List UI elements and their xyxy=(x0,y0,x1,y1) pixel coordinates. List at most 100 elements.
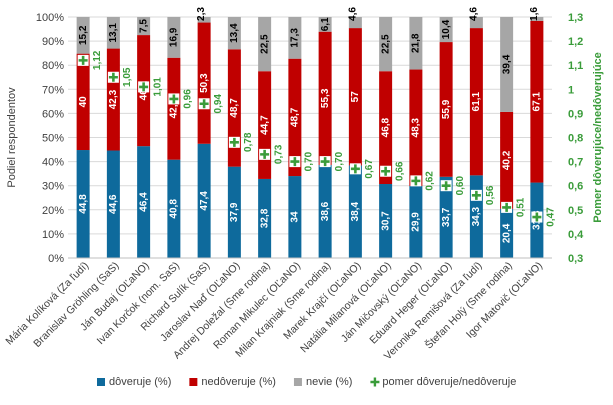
bar-data-label: 37,9 xyxy=(229,202,240,222)
bar-segment xyxy=(409,185,423,258)
plus-icon xyxy=(290,157,300,167)
legend-label: dôveruje (%) xyxy=(109,376,171,388)
ratio-marker xyxy=(501,201,513,213)
ratio-data-label: 0,70 xyxy=(304,151,315,171)
bar-data-label: 48,7 xyxy=(229,98,240,118)
bar-segment xyxy=(258,178,272,258)
bar-data-label: 6,1 xyxy=(320,17,331,31)
plus-icon xyxy=(169,94,179,104)
y2-tick-label: 1 xyxy=(568,84,574,96)
bar-data-label: 4,6 xyxy=(468,7,479,21)
ratio-data-label: 0,94 xyxy=(213,94,224,114)
ratio-data-label: 1,05 xyxy=(122,67,133,87)
plus-icon xyxy=(381,166,391,176)
ratio-marker xyxy=(349,163,361,175)
bar-data-label: 46,8 xyxy=(380,117,391,137)
plus-icon xyxy=(139,82,149,92)
y-axis-title: Podiel respondentov xyxy=(6,87,18,188)
y-tick-label: 80% xyxy=(42,60,64,72)
ratio-marker xyxy=(259,148,271,160)
bar-data-label: 61,1 xyxy=(471,92,482,112)
ratio-marker xyxy=(380,165,392,177)
plus-icon xyxy=(260,149,270,159)
bar-segment xyxy=(469,28,483,176)
bar-segment xyxy=(288,176,302,258)
legend-swatch xyxy=(97,378,105,386)
ratio-data-label: 0,62 xyxy=(425,171,436,191)
ratio-data-label: 0,78 xyxy=(243,132,254,152)
ratio-data-label: 1,01 xyxy=(152,77,163,97)
plus-icon xyxy=(78,55,88,65)
bar-segment xyxy=(76,150,90,258)
plus-icon xyxy=(229,137,239,147)
legend-item: nevie (%) xyxy=(293,376,352,388)
bar-segment xyxy=(106,17,120,49)
bar-segment xyxy=(106,150,120,258)
ratio-data-label: 1,12 xyxy=(92,50,103,70)
bar-data-label: 2,3 xyxy=(196,7,207,21)
bar-data-label: 22,5 xyxy=(259,34,270,54)
bar-segment xyxy=(348,28,362,166)
legend-label: pomer dôveruje/nedôveruje xyxy=(382,376,516,388)
bar-segment xyxy=(318,17,332,32)
bar-data-label: 17,3 xyxy=(290,28,301,48)
y-tick-label: 0% xyxy=(48,253,64,265)
plus-icon xyxy=(471,190,481,200)
plus-icon xyxy=(441,181,451,191)
bar-segment xyxy=(439,17,453,43)
legend: dôveruje (%) nedôveruje (%) nevie (%) pomer… xyxy=(97,376,516,388)
bar-data-label: 44,8 xyxy=(78,194,89,214)
ratio-marker xyxy=(138,81,150,93)
y-tick-label: 30% xyxy=(42,181,64,193)
bar-data-label: 40,2 xyxy=(501,150,512,170)
bar-data-label: 4,6 xyxy=(347,7,358,21)
y2-tick-label: 0,7 xyxy=(568,157,583,169)
ratio-marker xyxy=(198,98,210,110)
bar-data-label: 39,4 xyxy=(501,54,512,74)
bar-segment xyxy=(439,176,453,258)
bar-data-label: 48,3 xyxy=(411,118,422,138)
bar-data-label: 33,7 xyxy=(441,207,452,227)
bar-data-label: 38,6 xyxy=(320,201,331,221)
bar-data-label: 42,3 xyxy=(108,89,119,109)
y2-tick-label: 0,4 xyxy=(568,229,584,241)
bar-data-label: 55,3 xyxy=(320,88,331,108)
y2-tick-label: 1,3 xyxy=(568,12,583,24)
bar-segment xyxy=(500,208,514,258)
bar-segment xyxy=(227,17,241,50)
legend-swatch xyxy=(189,378,198,386)
plus-icon xyxy=(320,157,330,167)
plus-icon xyxy=(350,164,360,174)
y2-tick-label: 0,6 xyxy=(568,181,583,193)
bar-segment xyxy=(500,17,514,112)
ratio-data-label: 0,67 xyxy=(364,159,375,179)
legend-label: nevie (%) xyxy=(306,376,352,388)
bar-data-label: 29,9 xyxy=(411,212,422,232)
ratio-marker xyxy=(228,136,240,148)
ratio-marker xyxy=(289,156,301,168)
bar-data-label: 48,7 xyxy=(290,107,301,127)
bar-segment xyxy=(409,17,423,70)
ratio-marker xyxy=(77,54,89,66)
bar-data-label: 7,5 xyxy=(138,19,149,33)
bar-segment xyxy=(288,17,302,59)
legend-label: nedôveruje (%) xyxy=(201,376,276,388)
bar-segment xyxy=(530,20,544,183)
bar-data-label: 44,6 xyxy=(108,194,119,214)
ratio-marker xyxy=(410,175,422,187)
y-tick-label: 100% xyxy=(36,12,64,24)
bar-segment xyxy=(348,165,362,258)
bar-segment xyxy=(469,17,483,29)
bar-data-label: 10,4 xyxy=(441,19,452,39)
bar-segment xyxy=(167,159,181,258)
bar-segment xyxy=(137,17,151,36)
legend-item: pomer dôveruje/nedôveruje xyxy=(370,376,516,388)
ratio-data-label: 0,66 xyxy=(394,161,405,181)
legend-swatch xyxy=(293,378,302,386)
ratio-marker xyxy=(319,156,331,168)
bar-data-label: 44,7 xyxy=(259,115,270,135)
bar-segment xyxy=(318,164,332,258)
bar-data-label: 34,3 xyxy=(471,207,482,227)
bar-segment xyxy=(500,111,514,209)
